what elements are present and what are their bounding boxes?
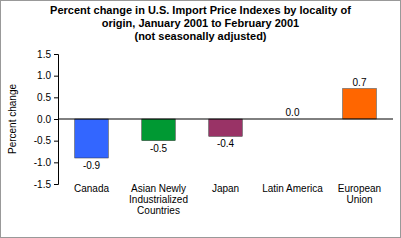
y-tick: 1.5 bbox=[37, 49, 58, 60]
y-tick: -0.5 bbox=[34, 135, 58, 146]
x-axis: Canada Asian NewlyIndustrializedCountries… bbox=[74, 183, 381, 216]
y-tick-label: -1.5 bbox=[34, 179, 52, 190]
y-tick-label: 0.0 bbox=[37, 114, 51, 125]
y-tick-label: 1.5 bbox=[37, 49, 51, 60]
x-tick-label: EuropeanUnion bbox=[338, 183, 381, 205]
bar bbox=[75, 119, 109, 158]
y-tick: 1.0 bbox=[37, 70, 58, 81]
data-label: -0.9 bbox=[83, 160, 101, 171]
data-label: -0.4 bbox=[217, 138, 235, 149]
data-label: 0.0 bbox=[286, 107, 300, 118]
y-tick-mark bbox=[54, 162, 58, 163]
x-tick: Asian NewlyIndustrializedCountries bbox=[129, 183, 188, 216]
bar bbox=[209, 119, 243, 136]
y-tick: -1.0 bbox=[34, 157, 58, 168]
x-tick: Latin America bbox=[262, 183, 323, 194]
x-tick: Canada bbox=[74, 183, 109, 194]
frame bbox=[1, 1, 401, 238]
title: Percent change in U.S. Import Price Inde… bbox=[50, 4, 351, 29]
bars bbox=[75, 89, 377, 158]
y-tick: 0.5 bbox=[37, 92, 58, 103]
x-tick-label: Latin America bbox=[262, 183, 323, 194]
y-tick-mark bbox=[54, 76, 58, 77]
y-axis: -1.5 -1.0 -0.5 0.0 0.5 1.0 1.5 bbox=[34, 49, 59, 190]
y-tick-mark bbox=[54, 97, 58, 98]
y-tick-label: -0.5 bbox=[34, 135, 52, 146]
y-tick-label: 1.0 bbox=[37, 70, 51, 81]
y-tick-label: -1.0 bbox=[34, 157, 52, 168]
plot: -1.5 -1.0 -0.5 0.0 0.5 1.0 1.5 -0.9 -0.5 -0.4 0.0 0… bbox=[34, 49, 393, 216]
y-tick-mark bbox=[54, 54, 58, 55]
y-axis-title: Percent change bbox=[7, 84, 18, 154]
x-tick-label: Japan bbox=[212, 183, 239, 194]
x-tick: Japan bbox=[212, 183, 239, 194]
y-tick-mark bbox=[54, 184, 58, 185]
data-label: 0.7 bbox=[353, 77, 367, 88]
y-tick-mark bbox=[54, 141, 58, 142]
x-tick-label: Canada bbox=[74, 183, 109, 194]
x-tick: EuropeanUnion bbox=[338, 183, 381, 205]
y-tick: -1.5 bbox=[34, 179, 58, 190]
baseline bbox=[58, 119, 393, 120]
bar bbox=[343, 89, 377, 119]
y-tick: 0.0 bbox=[37, 114, 58, 125]
bar bbox=[142, 119, 176, 141]
y-tick-mark bbox=[54, 119, 58, 120]
data-label: -0.5 bbox=[150, 143, 168, 154]
subtitle: (not seasonally adjusted) bbox=[134, 30, 266, 42]
y-axis-line bbox=[54, 55, 59, 185]
y-tick-label: 0.5 bbox=[37, 92, 51, 103]
data-labels: -0.9 -0.5 -0.4 0.0 0.7 bbox=[83, 77, 367, 171]
x-tick-label: Asian NewlyIndustrializedCountries bbox=[129, 183, 188, 216]
